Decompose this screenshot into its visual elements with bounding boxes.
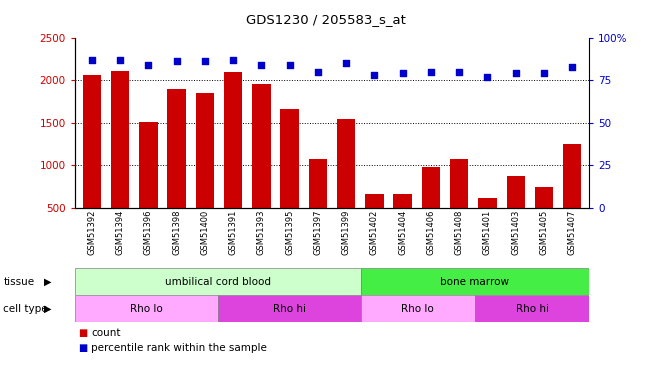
Bar	[111, 71, 130, 208]
Bar	[393, 194, 412, 208]
Bar	[534, 187, 553, 208]
Bar	[563, 144, 581, 208]
Point	[341, 60, 352, 66]
Text: percentile rank within the sample: percentile rank within the sample	[91, 344, 267, 353]
Point	[510, 70, 521, 76]
Bar	[83, 75, 101, 208]
Point	[115, 57, 125, 63]
Text: count: count	[91, 328, 120, 338]
Point	[398, 70, 408, 76]
Text: bone marrow: bone marrow	[440, 277, 509, 286]
Bar	[450, 159, 468, 208]
Bar	[309, 159, 327, 208]
Bar	[478, 198, 497, 208]
Point	[228, 57, 238, 63]
Text: ■: ■	[78, 344, 87, 353]
Bar	[167, 89, 186, 208]
Point	[87, 57, 97, 63]
Point	[312, 69, 323, 75]
Text: GDS1230 / 205583_s_at: GDS1230 / 205583_s_at	[245, 13, 406, 26]
Text: ■: ■	[78, 328, 87, 338]
Bar	[361, 268, 589, 295]
Point	[539, 70, 549, 76]
Point	[200, 58, 210, 64]
Bar	[196, 93, 214, 208]
Bar	[252, 84, 271, 208]
Text: ▶: ▶	[44, 304, 52, 313]
Bar	[281, 109, 299, 208]
Bar	[75, 268, 361, 295]
Text: tissue: tissue	[3, 277, 35, 286]
Point	[567, 63, 577, 69]
Bar	[224, 72, 242, 208]
Text: umbilical cord blood: umbilical cord blood	[165, 277, 271, 286]
Point	[426, 69, 436, 75]
Bar	[475, 295, 589, 322]
Bar	[75, 295, 217, 322]
Bar	[506, 176, 525, 208]
Point	[454, 69, 464, 75]
Point	[256, 62, 266, 68]
Point	[369, 72, 380, 78]
Bar	[337, 119, 355, 208]
Bar	[217, 295, 361, 322]
Bar	[365, 194, 383, 208]
Bar	[422, 167, 440, 208]
Bar	[361, 295, 475, 322]
Point	[482, 74, 493, 80]
Text: Rho lo: Rho lo	[130, 304, 163, 313]
Point	[171, 58, 182, 64]
Point	[143, 62, 154, 68]
Text: Rho hi: Rho hi	[516, 304, 549, 313]
Text: Rho lo: Rho lo	[402, 304, 434, 313]
Bar	[139, 122, 158, 208]
Text: ▶: ▶	[44, 277, 52, 286]
Text: cell type: cell type	[3, 304, 48, 313]
Text: Rho hi: Rho hi	[273, 304, 306, 313]
Point	[284, 62, 295, 68]
